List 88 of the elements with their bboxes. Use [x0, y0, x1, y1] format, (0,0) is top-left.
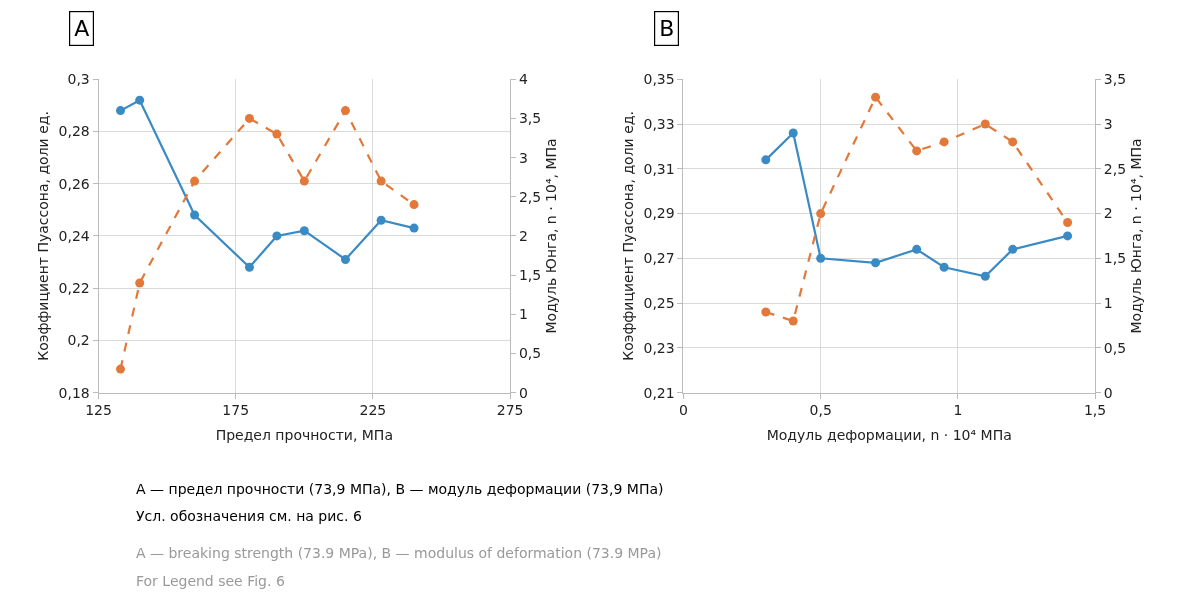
- y2-tick-label: 0,5: [518, 345, 542, 362]
- point: [135, 95, 145, 105]
- point: [340, 106, 350, 116]
- point: [299, 176, 309, 186]
- y-tick-label: 0,24: [58, 227, 90, 244]
- y-tick-label: 0,31: [643, 160, 675, 177]
- point: [816, 253, 826, 263]
- y-tick-label: 0,35: [643, 71, 675, 88]
- point: [409, 200, 419, 210]
- point: [871, 92, 881, 102]
- y-tick-label: 0,29: [643, 205, 675, 222]
- point: [788, 128, 798, 138]
- y2-tick-label: 2,5: [518, 188, 542, 205]
- y2-tick-label: 2: [1103, 205, 1113, 222]
- y2-tick-label: 0: [518, 384, 528, 401]
- point: [1008, 244, 1018, 254]
- point: [272, 129, 282, 139]
- point: [788, 316, 798, 326]
- y-axis-title: Коэффициент Пуассона, доли ед.: [620, 111, 637, 361]
- point: [116, 106, 125, 116]
- y2-tick-label: 3,5: [518, 110, 542, 127]
- y-tick-label: 0,3: [67, 71, 90, 88]
- point: [1008, 137, 1018, 147]
- x-tick-label: 275: [496, 402, 524, 419]
- y-tick-label: 0,21: [643, 384, 675, 401]
- point: [190, 210, 200, 220]
- text: A — breaking strength (73.9 MPa), B — modulus of deformation (73.9 MPa): [136, 545, 662, 561]
- point: [116, 364, 125, 374]
- point: [980, 271, 990, 281]
- text: А — предел прочности (73,9 МПа), В — модуль деформации (73,9 МПа): [136, 481, 664, 497]
- point: [135, 278, 145, 288]
- x-tick-label: 125: [85, 402, 112, 419]
- point: [912, 146, 922, 156]
- y-tick-label: 0,2: [67, 332, 90, 349]
- chart-title: B: [659, 16, 675, 42]
- chart-title: A: [74, 16, 90, 42]
- y-axis-title: Коэффициент Пуассона, доли ед.: [35, 111, 52, 361]
- y-tick-label: 0,18: [58, 384, 90, 401]
- y2-tick-label: 2,5: [1103, 160, 1127, 177]
- y-tick-label: 0,27: [643, 250, 675, 267]
- y-tick-label: 0,23: [643, 339, 675, 356]
- point: [376, 176, 386, 186]
- y2-tick-label: 2: [518, 227, 528, 244]
- text: For Legend see Fig. 6: [136, 573, 285, 589]
- point: [299, 226, 309, 236]
- y-tick-label: 0,22: [58, 280, 90, 297]
- y2-tick-label: 1,5: [1103, 250, 1127, 267]
- point: [244, 113, 254, 123]
- x-tick-label: 0: [679, 402, 688, 419]
- point: [816, 209, 826, 219]
- y-tick-label: 0,28: [58, 123, 90, 140]
- point: [244, 262, 254, 272]
- point: [376, 215, 386, 225]
- point: [272, 231, 282, 241]
- y-tick-label: 0,25: [643, 294, 675, 311]
- point: [409, 223, 419, 233]
- point: [939, 262, 949, 272]
- y2-tick-label: 0: [1103, 384, 1113, 401]
- x-axis-title: Модуль деформации, n · 10⁴ МПа: [766, 426, 1012, 443]
- x-tick-label: 1: [953, 402, 963, 419]
- text: Усл. обозначения см. на рис. 6: [136, 508, 362, 524]
- y2-tick-label: 3,5: [1103, 71, 1127, 88]
- x-tick-label: 225: [359, 402, 387, 419]
- x-axis-title: Предел прочности, МПа: [215, 426, 393, 443]
- y2-tick-label: 4: [518, 71, 528, 88]
- y2-axis-title: Модуль Юнга, n · 10⁴, МПа: [543, 138, 560, 334]
- point: [871, 258, 881, 268]
- y2-tick-label: 3: [518, 149, 528, 166]
- point: [912, 244, 922, 254]
- y2-tick-label: 1: [1103, 294, 1113, 311]
- y-tick-label: 0,26: [58, 175, 90, 192]
- point: [1063, 231, 1073, 241]
- point: [340, 254, 350, 264]
- x-tick-label: 175: [222, 402, 250, 419]
- y2-tick-label: 1,5: [518, 267, 542, 284]
- y2-tick-label: 3: [1103, 115, 1113, 132]
- y-tick-label: 0,33: [643, 115, 675, 132]
- x-tick-label: 1,5: [1083, 402, 1107, 419]
- point: [761, 307, 771, 317]
- y2-tick-label: 0,5: [1103, 339, 1127, 356]
- point: [190, 176, 200, 186]
- y2-tick-label: 1: [518, 306, 528, 323]
- point: [761, 155, 771, 165]
- point: [1063, 218, 1073, 227]
- x-tick-label: 0,5: [809, 402, 832, 419]
- y2-axis-title: Модуль Юнга, n · 10⁴, МПа: [1128, 138, 1145, 334]
- point: [939, 137, 949, 147]
- point: [980, 119, 990, 129]
